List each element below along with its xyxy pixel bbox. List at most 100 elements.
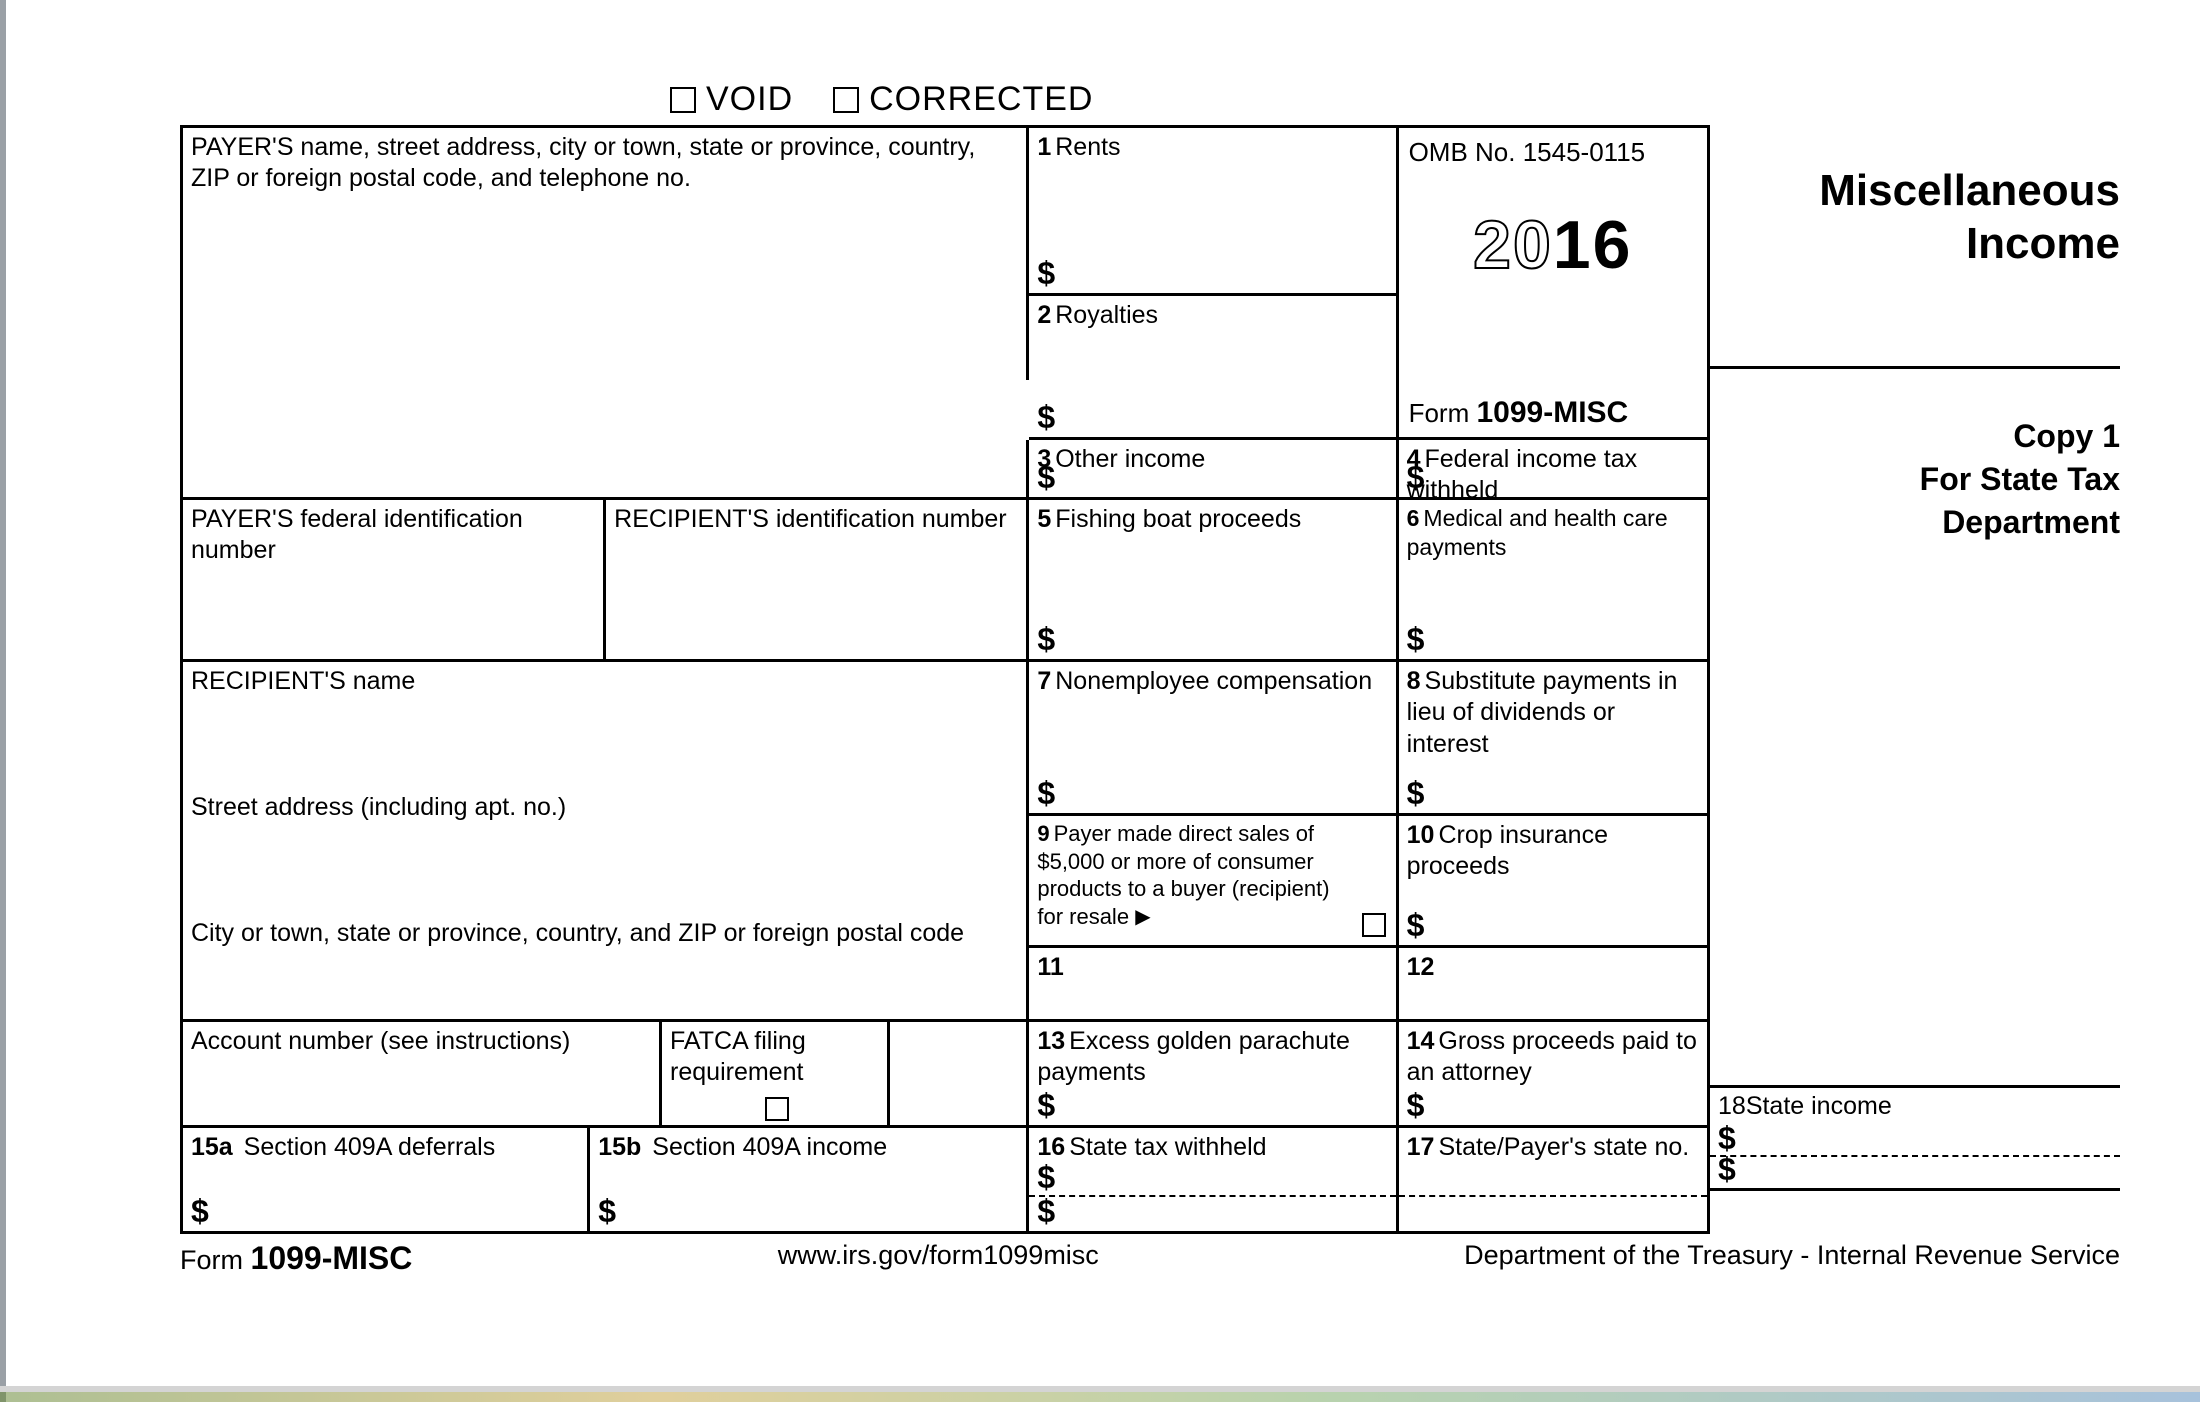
box-15a-label: Section 409A deferrals [244,1133,496,1161]
checkbox-icon [833,87,859,113]
payer-name-address[interactable]: PAYER'S name, street address, city or to… [183,128,1029,380]
form-label: Form [1409,398,1470,428]
box-6-label: Medical and health care payments [1407,505,1668,560]
blank-cell [890,1022,1030,1128]
recipient-name[interactable]: RECIPIENT'S name [183,662,1029,788]
omb-number: OMB No. 1545-0115 [1409,136,1697,169]
dollar-icon: $ [1407,905,1425,945]
box-2-label: Royalties [1055,301,1158,329]
box-14-label: Gross proceeds paid to an attorney [1407,1027,1697,1086]
footer-form: Form 1099-MISC [180,1240,412,1277]
box-15b-label: Section 409A income [652,1133,887,1161]
box-8-label: Substitute payments in lieu of dividends… [1407,667,1678,758]
tax-year: 2016 [1409,203,1697,288]
dollar-icon: $ [1037,619,1055,659]
recipient-id[interactable]: RECIPIENT'S identification number [606,500,1029,662]
dollar-icon: $ [1407,457,1425,497]
box-16-label: State tax withheld [1069,1133,1266,1161]
box-7-nonemployee[interactable]: 7Nonemployee compensation $ [1029,662,1398,816]
box-14-attorney[interactable]: 14Gross proceeds paid to an attorney $ [1399,1022,1710,1128]
fatca-checkbox[interactable] [765,1097,789,1121]
box-5-label: Fishing boat proceeds [1055,505,1301,533]
box-5-fishing[interactable]: 5Fishing boat proceeds $ [1029,500,1398,662]
box-9-label: Payer made direct sales of $5,000 or mor… [1037,821,1329,929]
form-1099-misc-page: VOID CORRECTED PAYER'S name, street addr… [0,0,2200,1402]
dollar-icon: $ [1407,619,1425,659]
copy-line2: For State Tax [1920,461,2120,497]
box-9-direct-sales[interactable]: 9Payer made direct sales of $5,000 or mo… [1029,816,1398,948]
side-spacer [1710,545,2120,1085]
box-18-state-income[interactable]: 18State income $ $ [1710,1085,2120,1191]
scrollbar-shadow [0,0,6,1402]
payer-federal-id[interactable]: PAYER'S federal identification number [183,500,606,662]
box-2-royalties[interactable]: 2Royalties $ [1029,296,1398,440]
box-4-fed-tax-withheld[interactable]: 4Federal income tax withheld $ [1399,440,1710,500]
payer-name-label: PAYER'S name, street address, city or to… [191,132,1018,195]
dollar-icon: $ [1407,1085,1425,1125]
dollar-icon: $ [1037,1085,1055,1125]
box-1-label: Rents [1055,133,1120,161]
box-8-substitute[interactable]: 8Substitute payments in lieu of dividend… [1399,662,1710,816]
box-4-label: Federal income tax withheld [1407,445,1638,504]
form-footer: Form 1099-MISC www.irs.gov/form1099misc … [180,1234,2120,1277]
form-info-block: OMB No. 1545-0115 2016 Form 1099-MISC [1399,128,1710,440]
recipient-city[interactable]: City or town, state or province, country… [183,914,1029,1022]
dollar-icon: $ [1407,773,1425,813]
form-body: PAYER'S name, street address, city or to… [180,125,2120,1234]
copy-designation: Copy 1 For State Tax Department [1710,369,2120,545]
void-checkbox[interactable]: VOID [670,80,793,119]
fatca-label: FATCA filing requirement [670,1026,879,1089]
corrected-label: CORRECTED [869,80,1093,119]
year-bold: 16 [1553,207,1633,283]
box-17-label: State/Payer's state no. [1438,1133,1689,1161]
footer-form-number: 1099-MISC [251,1240,413,1276]
box-10-crop[interactable]: 10Crop insurance proceeds $ [1399,816,1710,948]
box-3-label: Other income [1055,445,1205,473]
box-7-label: Nonemployee compensation [1055,667,1372,695]
dollar-icon: $ [1037,457,1055,497]
box-17-state-payer-no[interactable]: 17State/Payer's state no. $ [1399,1128,1710,1234]
title-line2: Income [1966,219,2120,268]
box-3-other-income[interactable]: 3Other income $ [1029,440,1398,500]
box-11[interactable]: 11 [1029,948,1398,1022]
recipient-city-label: City or town, state or province, country… [191,918,1018,949]
box-12[interactable]: 12 [1399,948,1710,1022]
dollar-icon: $ [1037,397,1055,437]
dollar-icon: $ [1037,253,1055,293]
form-grid: PAYER'S name, street address, city or to… [180,125,1710,1234]
box-15b-409a-income[interactable]: 15b Section 409A income $ [590,1128,1029,1234]
arrow-icon: ▶ [1135,905,1150,930]
side-column: Miscellaneous Income Copy 1 For State Ta… [1710,125,2120,1234]
checkbox-icon [670,87,696,113]
box-15a-409a-deferrals[interactable]: 15a Section 409A deferrals $ [183,1128,590,1234]
title-line1: Miscellaneous [1819,166,2120,215]
box-1-rents[interactable]: 1Rents $ [1029,128,1398,296]
box-6-medical[interactable]: 6Medical and health care payments $ [1399,500,1710,662]
dollar-icon: $ [1037,773,1055,813]
fatca-filing[interactable]: FATCA filing requirement [662,1022,890,1128]
payer-fed-id-label: PAYER'S federal identification number [191,504,595,567]
footer-url: www.irs.gov/form1099misc [778,1240,1099,1277]
dollar-icon: $ [598,1191,616,1231]
box-16-state-tax[interactable]: 16State tax withheld $ $ [1029,1128,1398,1234]
copy-line3: Department [1942,504,2120,540]
box-13-label: Excess golden parachute payments [1037,1027,1350,1086]
corrected-checkbox[interactable]: CORRECTED [833,80,1093,119]
form-title: Miscellaneous Income [1710,125,2120,369]
recipient-street-label: Street address (including apt. no.) [191,792,1018,823]
account-number[interactable]: Account number (see instructions) [183,1022,662,1128]
recipient-name-label: RECIPIENT'S name [191,666,1018,697]
box-9-checkbox[interactable] [1362,913,1386,937]
form-number: Form 1099-MISC [1409,394,1629,432]
box-13-parachute[interactable]: 13Excess golden parachute payments $ [1029,1022,1398,1128]
recipient-id-label: RECIPIENT'S identification number [614,504,1018,535]
void-label: VOID [706,80,793,119]
payer-name-address-cont [183,440,1029,500]
recipient-street[interactable]: Street address (including apt. no.) [183,788,1029,914]
year-outline: 20 [1473,207,1553,283]
bottom-edge [0,1392,2200,1402]
box-10-label: Crop insurance proceeds [1407,821,1608,880]
account-number-label: Account number (see instructions) [191,1026,651,1057]
footer-dept: Department of the Treasury - Internal Re… [1464,1240,2120,1277]
void-corrected-row: VOID CORRECTED [670,80,2120,119]
